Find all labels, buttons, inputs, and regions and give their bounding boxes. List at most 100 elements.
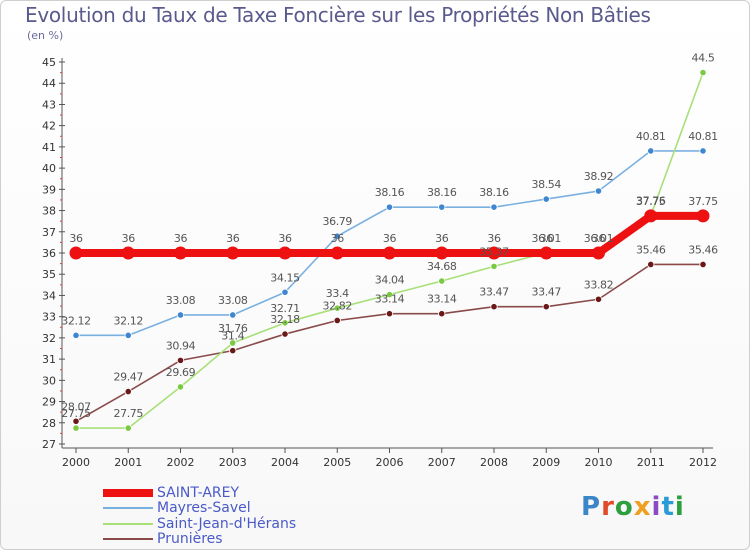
data-point [490,203,498,211]
y-tick-label: 43 [42,98,56,111]
proxiti-logo: Proxiti [581,492,685,522]
y-tick-label: 35 [42,268,56,281]
data-label: 35.37 [479,245,509,258]
data-point [278,246,292,260]
data-point [72,424,80,432]
data-label: 34.15 [270,271,300,284]
data-label: 28.07 [61,400,91,413]
data-point [594,187,603,195]
data-label: 33.47 [479,286,509,299]
chart-unit-label: (en %) [27,29,64,42]
logo-letter: P [581,492,602,522]
data-label: 33.14 [427,293,457,306]
data-point [539,246,553,260]
data-label: 36 [540,232,554,245]
y-tick-label: 37 [42,226,56,239]
y-tick-label: 30 [42,374,56,387]
data-label: 30.94 [166,339,196,352]
data-point [330,246,344,260]
data-point [229,311,237,319]
data-label: 38.92 [584,170,614,183]
data-point [281,319,289,327]
data-point [176,383,185,391]
logo-letter: r [601,492,615,522]
legend-label: Prunières [157,531,223,547]
data-label: 38.54 [532,178,562,191]
data-label: 27.75 [114,407,144,420]
data-point [542,195,550,203]
data-point [281,330,289,338]
y-tick-label: 36 [42,247,56,260]
x-tick-label: 2009 [532,456,560,469]
data-point [438,310,446,318]
x-tick-label: 2006 [376,456,404,469]
data-point [176,311,185,319]
x-tick-label: 2001 [114,456,142,469]
data-point [487,246,501,260]
data-label: 35.46 [688,243,718,256]
data-label: 36 [69,232,83,245]
data-point [644,209,658,223]
y-tick-label: 45 [42,56,56,69]
data-label: 36 [226,232,240,245]
data-label: 33.47 [532,286,562,299]
y-tick-label: 34 [42,289,56,302]
y-tick-label: 33 [42,311,56,324]
data-label: 44.5 [692,52,715,65]
data-label: 32.18 [270,313,300,326]
y-tick-label: 41 [42,141,56,154]
data-label: 38.16 [375,186,405,199]
logo-letter: t [661,492,675,522]
data-point [385,290,394,299]
logo-letter: i [674,492,685,522]
data-label: 36 [487,232,501,245]
data-point [490,262,498,270]
data-point [592,246,605,260]
data-point [385,203,394,211]
data-label: 36 [592,232,606,245]
data-label: 36.79 [323,215,353,228]
data-label: 36 [174,232,188,245]
data-label: 35.46 [636,243,666,256]
data-point [124,424,132,432]
y-tick-label: 40 [42,162,56,175]
data-point [490,303,498,311]
data-label: 29.69 [166,366,196,379]
legend-item-saint-jean-dherans: Saint-Jean-d'Hérans [103,516,296,532]
data-point [647,260,655,269]
y-tick-label: 31 [42,353,56,366]
data-label: 38.16 [479,186,509,199]
data-point [72,331,80,339]
x-tick-label: 2010 [585,456,613,469]
data-point [176,356,185,364]
x-tick-label: 2005 [323,456,351,469]
data-label: 36.01 [584,232,614,245]
y-tick-label: 44 [42,77,56,90]
x-tick-label: 2011 [637,456,665,469]
logo-letter: i [651,492,662,522]
data-point [281,288,289,296]
data-label: 40.81 [688,130,718,143]
data-point [333,232,341,240]
y-tick-label: 28 [42,417,56,430]
legend-swatch-saint-arey [103,489,153,497]
data-point [699,147,707,155]
data-label: 40.81 [636,130,666,143]
data-label: 38.16 [427,186,457,199]
data-label: 27.75 [61,407,91,420]
data-label: 32.12 [114,314,144,327]
data-point [647,147,655,155]
data-point [121,246,135,260]
chart-title: Evolution du Taux de Taxe Foncière sur l… [25,3,651,27]
x-tick-label: 2000 [62,456,90,469]
data-point [699,69,707,77]
legend-swatch-saint-jean-dherans [103,523,153,525]
logo-letter: o [614,492,634,522]
data-label: 33.08 [166,294,196,307]
data-label: 37.75 [636,195,666,208]
x-tick-label: 2007 [428,456,456,469]
data-point [124,331,132,339]
x-tick-label: 2003 [219,456,247,469]
data-label: 36 [122,232,136,245]
